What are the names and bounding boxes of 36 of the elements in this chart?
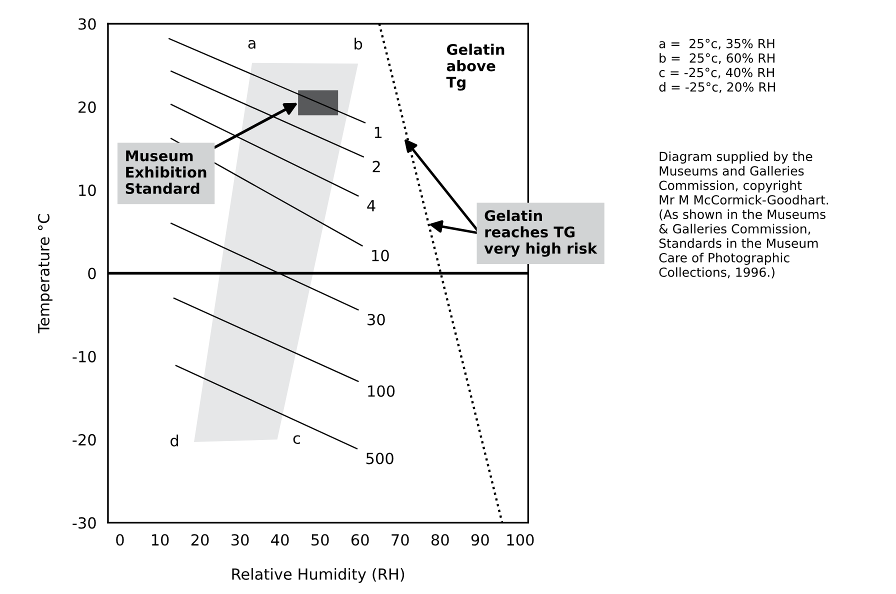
annotation: Gelatin above Tg [446, 44, 504, 91]
x-tick-label: 20 [191, 534, 209, 546]
x-tick-label: 0 [116, 534, 124, 546]
y-tick-label: -10 [72, 350, 96, 362]
y-tick-label: 20 [78, 101, 96, 113]
x-tick-label: 60 [351, 534, 369, 546]
series-label: 10 [372, 250, 389, 262]
series-label: 100 [368, 385, 395, 397]
x-axis-title: Relative Humidity (RH) [232, 568, 404, 583]
x-tick-label: 50 [312, 534, 329, 546]
y-tick-label: -20 [72, 434, 96, 446]
y-axis-title: Temperature °C [38, 214, 52, 334]
text: Diagram supplied by the Museums and Galleries Commission, copyright Mr M McCormick-Goodhart. (As shown in the Museums & Galleries Commission, Standards in the Museum Care of Photographic Collections, 1996.) [659, 151, 828, 278]
series-label: 500 [366, 452, 394, 464]
y-tick-label: 0 [88, 268, 96, 280]
x-tick-label: 10 [152, 534, 169, 546]
y-tick-label: 10 [79, 184, 96, 196]
x-tick-label: 90 [471, 534, 489, 546]
series-label: 2 [372, 160, 380, 172]
y-tick-label: 30 [78, 18, 96, 30]
x-tick-label: 40 [271, 534, 289, 546]
x-tick-label: 30 [231, 534, 249, 546]
annotation: d [170, 434, 178, 446]
series-label: 1 [374, 126, 382, 138]
annotation: Gelatin reaches TG very high risk [484, 210, 598, 257]
annotation: Museum Exhibition Standard [126, 150, 206, 194]
annotation: b [354, 38, 362, 50]
x-tick-label: 80 [431, 534, 449, 546]
annotation: c [293, 435, 300, 444]
y-tick-label: -30 [72, 517, 96, 529]
x-tick-label: 70 [392, 534, 409, 546]
annotation: a [248, 40, 256, 49]
series-label: 30 [368, 314, 385, 326]
x-tick-label: 100 [507, 534, 534, 546]
text: a = 25°c, 35% RH b = 25°c, 60% RH c = -25°c, 40% RH d = -25°c, 20% RH [659, 38, 776, 93]
series-label: 4 [367, 200, 376, 212]
